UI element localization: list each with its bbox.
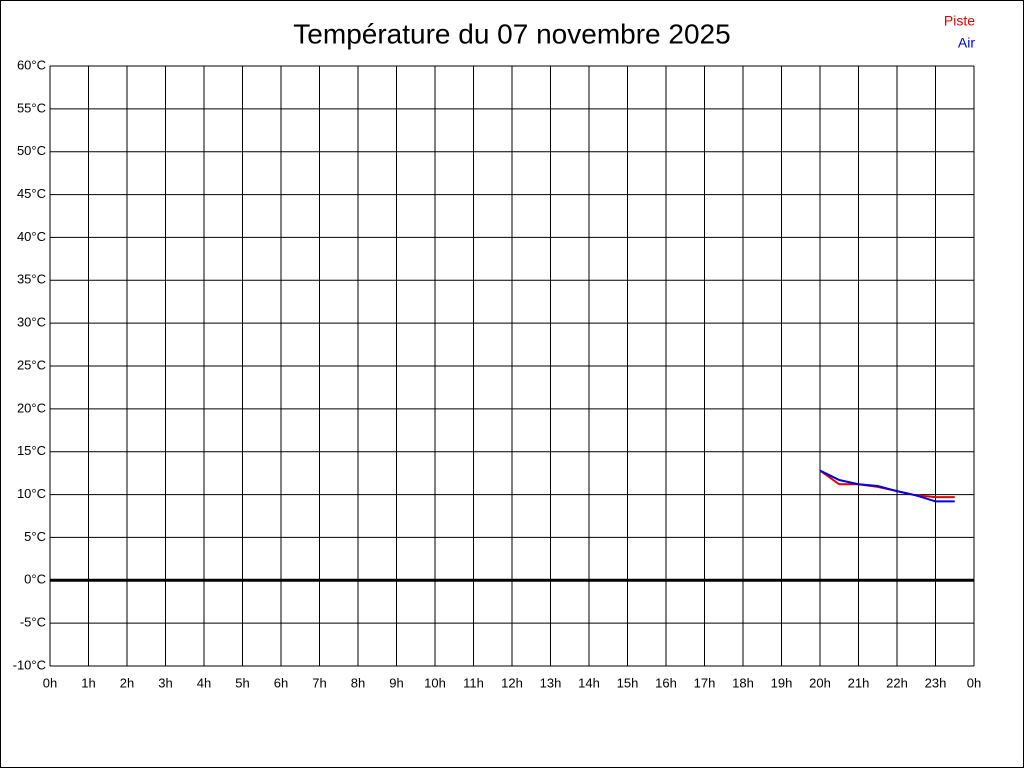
- x-tick-label: 19h: [771, 675, 793, 690]
- x-tick-label: 21h: [848, 675, 870, 690]
- y-tick-label: 55°C: [17, 100, 46, 115]
- x-tick-label: 6h: [274, 675, 288, 690]
- x-tick-label: 1h: [81, 675, 95, 690]
- y-tick-label: 20°C: [17, 400, 46, 415]
- x-tick-label: 17h: [694, 675, 716, 690]
- y-tick-label: -10°C: [13, 657, 46, 672]
- x-tick-label: 11h: [463, 675, 484, 690]
- x-tick-label: 10h: [424, 675, 446, 690]
- y-tick-label: 5°C: [24, 529, 46, 544]
- x-tick-label: 3h: [158, 675, 172, 690]
- y-tick-label: 60°C: [17, 57, 46, 72]
- x-tick-label: 9h: [389, 675, 403, 690]
- legend-label: Piste: [944, 13, 975, 29]
- x-tick-label: 15h: [617, 675, 639, 690]
- x-tick-label: 22h: [886, 675, 908, 690]
- x-tick-label: 12h: [501, 675, 523, 690]
- chart-title: Température du 07 novembre 2025: [293, 18, 730, 49]
- y-tick-label: 45°C: [17, 186, 46, 201]
- x-tick-label: 8h: [351, 675, 365, 690]
- y-tick-label: 0°C: [24, 572, 46, 587]
- y-tick-label: 50°C: [17, 143, 46, 158]
- y-tick-label: 40°C: [17, 229, 46, 244]
- y-tick-label: 35°C: [17, 272, 46, 287]
- x-tick-label: 4h: [197, 675, 211, 690]
- x-tick-label: 23h: [925, 675, 947, 690]
- y-tick-label: 15°C: [17, 443, 46, 458]
- y-tick-label: 10°C: [17, 486, 46, 501]
- y-tick-label: 25°C: [17, 357, 46, 372]
- x-tick-label: 18h: [732, 675, 754, 690]
- x-tick-label: 13h: [540, 675, 562, 690]
- y-tick-label: 30°C: [17, 315, 46, 330]
- x-tick-label: 16h: [655, 675, 677, 690]
- x-tick-label: 0h: [967, 675, 981, 690]
- legend-label: Air: [958, 35, 975, 51]
- x-tick-label: 2h: [120, 675, 134, 690]
- x-tick-label: 7h: [312, 675, 326, 690]
- series-line: [819, 469, 955, 503]
- x-tick-label: 20h: [809, 675, 831, 690]
- x-tick-label: 0h: [43, 675, 57, 690]
- y-tick-label: -5°C: [20, 615, 46, 630]
- x-tick-label: 5h: [235, 675, 249, 690]
- x-tick-label: 14h: [578, 675, 600, 690]
